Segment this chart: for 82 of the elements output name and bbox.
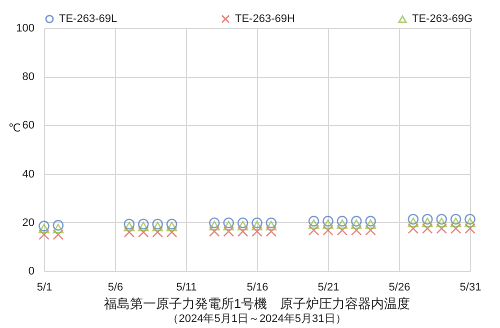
point <box>436 214 447 225</box>
y-tick-label: 20 <box>22 216 34 229</box>
point <box>237 218 248 228</box>
point <box>322 224 334 236</box>
point <box>138 218 149 230</box>
point <box>336 224 348 236</box>
point <box>464 223 476 234</box>
point <box>124 218 135 230</box>
point <box>209 218 220 228</box>
legend-label: TE-263-69H <box>235 12 295 25</box>
y-tick-label: 60 <box>22 120 34 132</box>
point <box>138 222 149 232</box>
point <box>336 216 348 227</box>
point <box>408 218 419 228</box>
point <box>138 226 149 238</box>
point <box>166 226 178 238</box>
point <box>266 218 277 228</box>
point <box>166 222 178 232</box>
point <box>152 218 163 230</box>
point <box>436 223 447 234</box>
point <box>464 218 476 228</box>
point <box>266 226 277 237</box>
point <box>52 224 64 234</box>
text: （2024年5月1日～2024年5月31日） <box>168 313 346 325</box>
x-tick-label: 5/6 <box>108 282 124 294</box>
point <box>365 216 376 227</box>
point <box>436 218 447 228</box>
point <box>266 220 277 230</box>
y-tick-label: 80 <box>22 71 34 84</box>
legend-label: TE-263-69G <box>412 13 473 26</box>
text: 福島第一原子力発電所1号機 原子炉圧力容器内温度 <box>104 296 410 311</box>
y-tick-label: 100 <box>16 22 34 34</box>
point <box>308 219 320 229</box>
point <box>252 218 262 228</box>
point <box>450 223 462 234</box>
point <box>365 224 376 236</box>
point <box>52 229 64 240</box>
point <box>322 219 334 229</box>
point <box>351 216 362 227</box>
point <box>152 226 163 238</box>
legend-label: TE-263-69L <box>59 12 118 25</box>
point <box>351 219 362 229</box>
point <box>152 222 163 232</box>
point <box>124 226 135 238</box>
point <box>223 226 234 237</box>
x-tick-label: 5/21 <box>318 282 340 294</box>
x-tick-label: 5/31 <box>460 282 482 294</box>
point <box>450 214 462 225</box>
point <box>422 214 433 225</box>
point <box>223 218 234 228</box>
point <box>237 226 248 237</box>
point <box>38 229 50 240</box>
point <box>464 214 476 225</box>
point <box>252 226 262 237</box>
x-tick-label: 5/16 <box>246 282 268 294</box>
y-axis-title: ℃ <box>8 122 21 134</box>
point <box>308 216 320 227</box>
point <box>124 222 135 232</box>
point <box>422 223 433 234</box>
point <box>237 220 248 230</box>
point <box>38 224 50 234</box>
point <box>209 226 220 237</box>
x-tick-label: 5/11 <box>176 282 197 294</box>
point <box>365 219 376 229</box>
point <box>450 218 462 228</box>
point <box>322 216 334 227</box>
point <box>408 214 419 225</box>
point <box>408 223 419 234</box>
x-tick-label: 5/26 <box>388 282 410 294</box>
y-tick-label: 0 <box>28 266 34 278</box>
point <box>52 220 64 231</box>
point <box>223 220 234 230</box>
x-tick-label: 5/1 <box>36 282 52 294</box>
point <box>252 220 262 230</box>
point <box>336 219 348 229</box>
point <box>308 224 320 236</box>
point <box>209 220 220 230</box>
y-tick-label: 40 <box>22 168 34 180</box>
point <box>166 218 178 230</box>
point <box>422 218 433 228</box>
point <box>38 220 50 232</box>
point <box>351 224 362 236</box>
